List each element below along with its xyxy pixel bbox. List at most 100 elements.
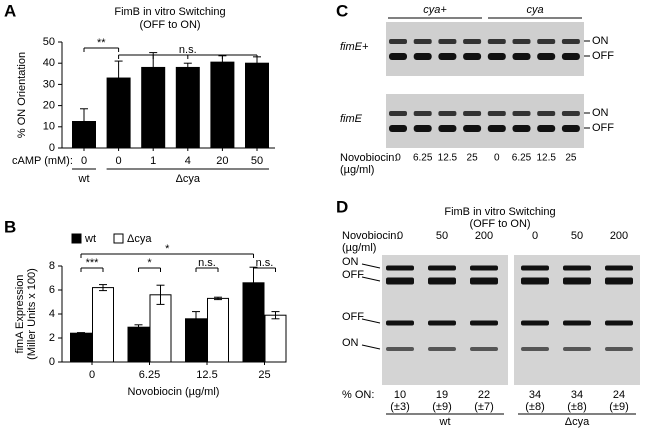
x-prefix: cAMP (mM): [12, 155, 73, 167]
band [563, 320, 591, 326]
band-label: OFF [592, 50, 614, 62]
percent-sd: (±8) [567, 401, 586, 413]
x-tick-label: 0 [116, 155, 122, 167]
bar [264, 314, 287, 363]
band [605, 277, 633, 285]
x-tick-label: 0 [89, 369, 95, 381]
lane-label: 0 [395, 153, 401, 164]
group-label: cya+ [423, 4, 447, 16]
bracket-label: * [165, 243, 170, 255]
bar [92, 287, 114, 363]
y-tick-label: 8 [49, 260, 55, 272]
percent-on: 22 [478, 389, 490, 401]
panel-letter: C [336, 1, 348, 20]
band [463, 125, 482, 132]
band-pointer [361, 263, 381, 269]
group-label: wt [78, 173, 90, 185]
band [537, 53, 556, 60]
band [386, 320, 414, 326]
gel [382, 255, 508, 385]
y-axis-label: fimA Expression [14, 275, 26, 354]
band [413, 39, 432, 44]
x-tick-label: 1 [150, 155, 156, 167]
band [428, 347, 456, 351]
percent-on: 24 [613, 389, 625, 401]
lane-label: 25 [467, 153, 479, 164]
x-tick-label: 0 [81, 155, 87, 167]
y-tick-label: 6 [49, 284, 55, 296]
lane-label: 0 [494, 153, 500, 164]
band [438, 39, 457, 44]
band [605, 320, 633, 326]
band [487, 111, 506, 116]
percent-on: 34 [529, 389, 541, 401]
band [413, 125, 432, 132]
band [428, 320, 456, 326]
band [521, 265, 549, 271]
bar [210, 61, 235, 149]
lane-label: 50 [571, 230, 583, 242]
band [438, 125, 457, 132]
x-unit: (µg/ml) [342, 242, 376, 254]
band [561, 53, 580, 60]
lane-label: 200 [610, 230, 628, 242]
percent-label: % ON: [342, 389, 374, 401]
x-tick-label: 20 [216, 155, 228, 167]
group-label: Δcya [176, 173, 201, 185]
band [537, 125, 556, 132]
bar [207, 297, 229, 363]
lane-label: 200 [475, 230, 493, 242]
band-label: OFF [342, 311, 364, 323]
bracket-label: *** [86, 257, 100, 269]
percent-sd: (±9) [432, 401, 451, 413]
y-axis-label: (Miller Units x 100) [26, 268, 38, 360]
legend-swatch [71, 233, 82, 244]
lane-label: 6.25 [512, 153, 532, 164]
band [561, 125, 580, 132]
band [605, 265, 633, 271]
band [438, 111, 457, 116]
band-label: ON [592, 35, 609, 47]
band [512, 111, 531, 116]
band [563, 347, 591, 351]
band-label: ON [342, 337, 359, 349]
panel-subtitle: (OFF to ON) [469, 218, 530, 230]
band [470, 265, 498, 271]
band [487, 53, 506, 60]
bracket-label: n.s. [179, 44, 197, 56]
band [428, 265, 456, 271]
band [413, 53, 432, 60]
lane-label: 25 [565, 153, 577, 164]
band-label: OFF [342, 269, 364, 281]
band [386, 347, 414, 351]
percent-on: 10 [394, 389, 406, 401]
band [438, 53, 457, 60]
gel [386, 94, 584, 148]
bar [245, 62, 269, 149]
gel [386, 22, 584, 76]
band [521, 320, 549, 326]
band [561, 111, 580, 116]
band [487, 39, 506, 44]
band [463, 39, 482, 44]
legend-swatch [113, 233, 124, 244]
y-tick-label: 4 [49, 308, 55, 320]
band [463, 53, 482, 60]
band [413, 111, 432, 116]
y-tick-label: 0 [49, 356, 55, 368]
band [386, 277, 414, 285]
band [470, 277, 498, 285]
band [470, 320, 498, 326]
band [512, 53, 531, 60]
percent-sd: (±3) [390, 401, 409, 413]
lane-label: 0 [397, 230, 403, 242]
bracket-label: n.s. [256, 257, 274, 269]
panel-letter: D [336, 197, 348, 216]
percent-on: 19 [436, 389, 448, 401]
band-pointer [361, 276, 381, 282]
band [389, 125, 407, 132]
band [512, 125, 531, 132]
panel-title: FimB in vitro Switching [444, 206, 555, 218]
band [470, 347, 498, 351]
panel-letter: A [4, 1, 16, 20]
